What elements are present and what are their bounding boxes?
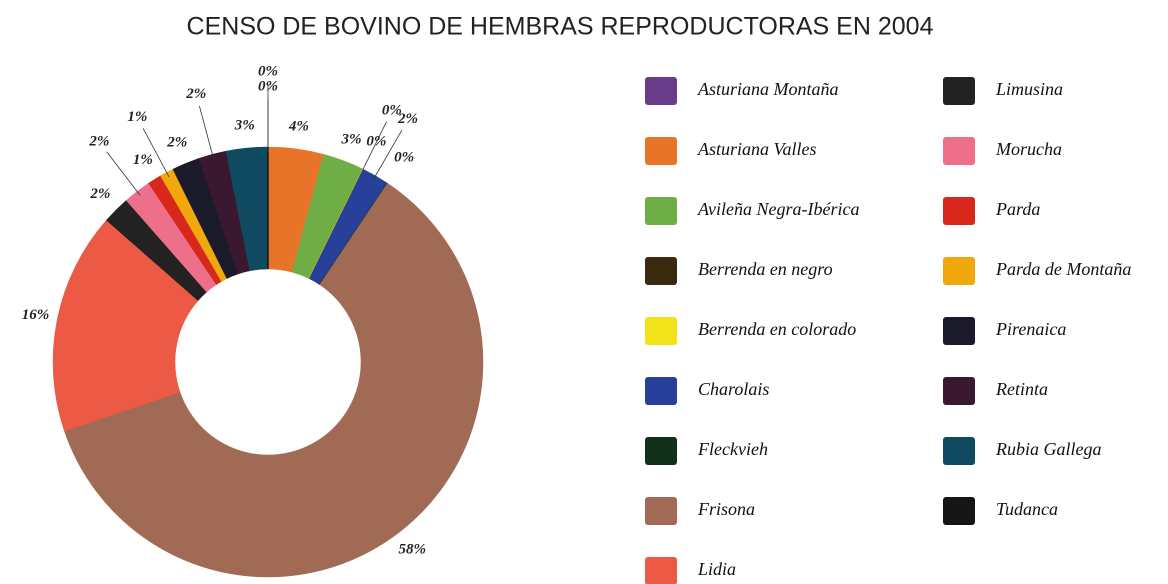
legend-label: Asturiana Montaña (697, 79, 839, 99)
legend-swatch (943, 137, 975, 165)
leader-line (199, 105, 215, 160)
data-label: 2% (89, 186, 110, 202)
legend-label: Charolais (698, 379, 769, 399)
legend-swatch (645, 497, 677, 525)
data-label: 0% (366, 134, 386, 150)
legend-label: Morucha (995, 139, 1062, 159)
legend-label: Retinta (995, 379, 1048, 399)
legend-swatch (943, 77, 975, 105)
legend-label: Berrenda en negro (698, 259, 833, 279)
legend-swatch (645, 197, 677, 225)
legend-label: Parda (995, 199, 1040, 219)
data-label: 0% (382, 102, 402, 118)
data-label: 16% (22, 307, 50, 323)
slice (64, 182, 484, 578)
leader-line (360, 121, 387, 174)
legend-label: Lidia (697, 559, 736, 579)
legend-label: Limusina (995, 79, 1063, 99)
leader-line (142, 128, 170, 177)
legend-label: Fleckvieh (697, 439, 768, 459)
legend-label: Tudanca (996, 499, 1058, 519)
data-label: 2% (166, 134, 187, 150)
legend-label: Frisona (697, 499, 755, 519)
data-label: 3% (234, 118, 255, 134)
hole (176, 270, 360, 454)
legend-label: Rubia Gallega (995, 439, 1102, 459)
legend-swatch (943, 437, 975, 465)
legend-label: Berrenda en colorado (698, 319, 856, 339)
legend-swatch (943, 497, 975, 525)
data-label: 1% (127, 109, 147, 125)
legend-swatch (645, 137, 677, 165)
data-label: 2% (185, 86, 206, 102)
legend-label: Parda de Montaña (995, 259, 1131, 279)
leader-line (372, 129, 403, 181)
data-label: 2% (88, 134, 109, 150)
legend-label: Asturiana Valles (697, 139, 817, 159)
legend-swatch (645, 437, 677, 465)
data-label: 3% (340, 132, 361, 148)
legend-swatch (645, 77, 677, 105)
leader-line (106, 151, 141, 196)
legend-label: Pirenaica (995, 319, 1066, 339)
legend-swatch (943, 197, 975, 225)
data-label: 1% (133, 152, 153, 168)
legend-swatch (645, 377, 677, 405)
legend-swatch (943, 377, 975, 405)
legend-label: Avileña Negra-Ibérica (697, 199, 859, 219)
chart-title: CENSO DE BOVINO DE HEMBRAS REPRODUCTORAS… (187, 13, 934, 41)
data-label: 2% (397, 111, 418, 127)
data-label: 58% (399, 541, 427, 557)
data-label: 0% (394, 150, 414, 166)
legend-swatch (645, 557, 677, 584)
legend-swatch (645, 257, 677, 285)
legend-swatch (943, 257, 975, 285)
legend-swatch (645, 317, 677, 345)
legend-swatch (943, 317, 975, 345)
slice (52, 219, 199, 432)
data-label: 4% (288, 118, 309, 134)
data-label: 0% (258, 63, 278, 79)
